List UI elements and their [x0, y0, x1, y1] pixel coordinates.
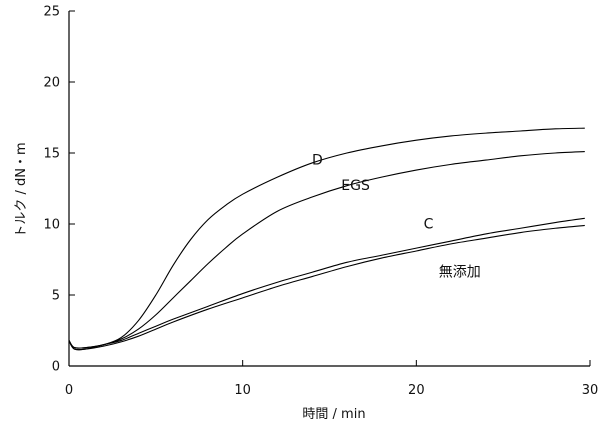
series-line-4 — [68, 224, 585, 351]
chart-axes: 0 5 10 15 20 25 0 10 20 30 — [43, 5, 598, 399]
y-tick-label: 25 — [43, 5, 60, 20]
y-tick-label: 5 — [52, 289, 60, 304]
x-tick-label: 30 — [582, 383, 599, 398]
series-label-3: C — [424, 216, 434, 232]
y-tick-label: 10 — [43, 218, 60, 233]
series-line-1 — [68, 127, 585, 349]
chart-series-labels: D EGS C 無添加 — [312, 152, 481, 280]
y-axis-title: トルク / dN・m — [14, 142, 29, 237]
series-line-3 — [68, 217, 585, 351]
series-label-1: D — [312, 152, 323, 168]
series-line-2 — [68, 151, 585, 349]
x-tick-label: 20 — [408, 383, 425, 398]
y-tick-label: 20 — [43, 76, 60, 91]
x-tick-label: 10 — [234, 383, 251, 398]
chart-series-lines — [68, 127, 585, 351]
series-label-2: EGS — [341, 178, 370, 194]
x-tick-label: 0 — [65, 383, 73, 398]
series-label-4: 無添加 — [439, 265, 481, 281]
y-tick-label: 0 — [52, 360, 60, 375]
y-tick-label: 15 — [43, 147, 60, 162]
x-axis-title: 時間 / min — [302, 407, 365, 422]
